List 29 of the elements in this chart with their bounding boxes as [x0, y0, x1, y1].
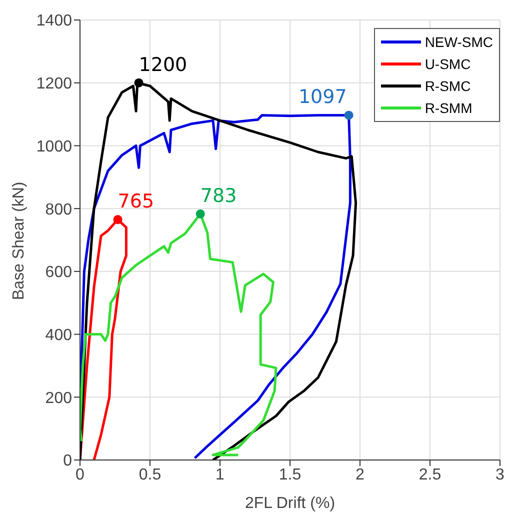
legend-label: R-SMC — [424, 77, 471, 96]
x-tick-label: 2 — [356, 466, 365, 484]
y-tick-label: 1400 — [36, 12, 72, 30]
x-axis-title: 2FL Drift (%) — [244, 495, 336, 512]
y-tick-label: 800 — [45, 201, 72, 218]
y-axis-title: Base Shear (kN) — [10, 182, 28, 300]
point — [113, 215, 122, 224]
annotation: 783 — [200, 184, 237, 207]
annotation: 765 — [118, 190, 154, 213]
x-tick-label: 1 — [216, 466, 225, 484]
legend-label: R-SMM — [424, 99, 472, 118]
x-tick-label: 0 — [76, 466, 85, 484]
point — [196, 209, 205, 218]
x-tick-label: 2.5 — [418, 466, 442, 484]
x-tick-label: 3 — [496, 466, 505, 484]
x-tick-label: 0.5 — [138, 466, 162, 484]
y-tick-label: 1000 — [36, 138, 72, 156]
annotation: 1097 — [298, 86, 347, 108]
x-tick-label: 1.5 — [278, 466, 302, 484]
y-tick-label: 200 — [45, 390, 72, 407]
y-tick-label: 400 — [45, 326, 72, 344]
legend-label: U-SMC — [424, 55, 471, 74]
legend-label: NEW-SMC — [424, 33, 493, 52]
annotation: 1200 — [138, 54, 188, 76]
y-tick-label: 0 — [63, 452, 72, 470]
point — [134, 78, 144, 88]
point — [344, 110, 354, 120]
y-tick-label: 600 — [45, 264, 72, 282]
y-tick-label: 1200 — [36, 76, 72, 93]
